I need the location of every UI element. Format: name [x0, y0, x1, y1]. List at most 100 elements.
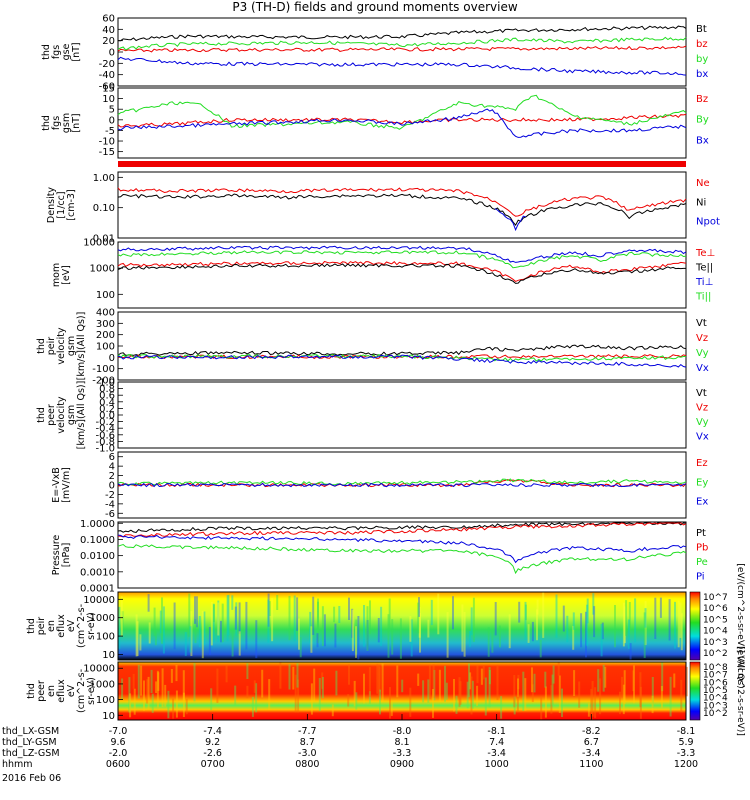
x-tick-label: -3.4 — [582, 748, 601, 759]
spectrogram-streak — [366, 606, 369, 652]
spectrogram-streak — [522, 671, 525, 711]
spectrogram-streak — [470, 607, 473, 636]
x-tick-label: -7.0 — [109, 726, 128, 737]
series-line-Bt — [117, 25, 687, 42]
spectrogram-streak — [432, 689, 434, 718]
y-tick-label: -0.4 — [95, 424, 115, 435]
spectrogram-streak — [353, 680, 356, 707]
spectrogram-streak — [629, 643, 632, 660]
series-line-bx — [117, 56, 687, 76]
spectrogram-streak — [544, 686, 547, 718]
spectrogram-streak — [238, 631, 241, 656]
y-tick-label: 10000 — [83, 664, 115, 675]
y-tick-label: 40 — [102, 25, 115, 36]
y-axis-label: peir — [46, 337, 57, 356]
spectrogram-streak — [422, 680, 425, 703]
spectrogram-streak — [220, 620, 222, 643]
spectrogram-streak — [363, 673, 365, 704]
panel-frame — [117, 381, 687, 449]
spectrogram-streak — [348, 664, 350, 685]
y-tick-label: -0.2 — [95, 417, 115, 428]
y-tick-label: 1.0000 — [80, 519, 115, 530]
spectrogram-streak — [194, 596, 196, 624]
spectrogram-streak — [644, 601, 647, 646]
spectrogram-streak — [173, 602, 176, 650]
y-axis-label: velocity — [56, 396, 67, 434]
spectrogram-streak — [669, 676, 672, 717]
spectrogram-streak — [542, 592, 545, 638]
spectrogram-streak — [488, 670, 491, 685]
y-tick-label: 15 — [102, 84, 115, 95]
spectrogram-streak — [231, 595, 234, 610]
spectrogram-streak — [391, 619, 394, 655]
y-axis-label: [mV/m] — [61, 467, 72, 503]
spectrogram-streak — [136, 621, 139, 656]
spectrogram-streak — [593, 606, 596, 638]
spectrogram-streak — [531, 684, 534, 702]
spectrogram-streak — [309, 611, 312, 644]
spectrogram-streak — [590, 688, 593, 720]
legend-by: by — [696, 54, 708, 65]
x-tick-label: 0700 — [201, 759, 225, 770]
spectrogram-streak — [245, 601, 248, 650]
x-tick-label: -2.6 — [203, 748, 222, 759]
series-line-Npot — [494, 208, 527, 232]
spectrogram-streak — [463, 611, 466, 657]
spectrogram-streak — [316, 633, 319, 648]
legend-Ex: Ex — [696, 497, 708, 508]
legend-Ti||: Ti|| — [695, 292, 711, 303]
x-tick-label: -2.0 — [109, 748, 128, 759]
y-tick-label: 0 — [109, 481, 115, 492]
spectrogram-streak — [625, 600, 628, 636]
legend-Pt: Pt — [696, 528, 706, 539]
spectrogram-streak — [128, 677, 131, 713]
spectrogram-streak — [601, 622, 604, 640]
x-row-label: thd_LX-GSM — [2, 726, 59, 737]
y-tick-label: 0 — [109, 115, 115, 126]
y-axis-label: thd — [41, 115, 52, 131]
spectrogram-streak — [508, 614, 511, 649]
x-tick-label: 6.7 — [584, 737, 599, 748]
spectrogram-streak — [225, 664, 228, 683]
series-line-Vt — [117, 344, 687, 356]
spectrogram-streak — [153, 607, 156, 637]
series-line-Ti⊥ — [117, 245, 687, 263]
spectrogram-streak — [148, 622, 151, 644]
spectrogram-streak — [129, 693, 132, 718]
y-axis-label: peer — [36, 680, 47, 702]
x-tick-label: 0900 — [390, 759, 414, 770]
spectrogram-streak — [355, 626, 357, 658]
spectrogram-streak — [143, 680, 145, 711]
y-axis-label: [km/s](All Qs)] — [76, 312, 87, 381]
spectrogram-streak — [133, 688, 136, 715]
spectrogram-streak — [170, 669, 173, 683]
legend-Ti⊥: Ti⊥ — [695, 277, 713, 288]
spectrogram-streak — [427, 679, 430, 703]
y-tick-label: 10 — [102, 711, 115, 722]
spectrogram-streak — [378, 666, 381, 692]
colorbar-tick-label: 10^6 — [703, 678, 728, 688]
spectrogram-streak — [488, 667, 491, 708]
spectrogram-streak — [418, 607, 421, 638]
y-axis-label: fgs — [51, 116, 62, 130]
colorbar-tick-label: 10^2 — [703, 709, 728, 719]
spectrogram-streak — [639, 672, 642, 708]
page-title: P3 (TH-D) fields and ground moments over… — [232, 0, 518, 14]
legend-Npot: Npot — [696, 217, 720, 228]
spectrogram-streak — [121, 678, 124, 700]
spectrogram-streak — [331, 704, 334, 717]
spectrogram-streak — [491, 631, 494, 653]
series-line-Te⊥ — [117, 260, 687, 282]
spectrogram-streak — [387, 614, 390, 658]
spectrogram-streak — [524, 604, 527, 621]
spectrogram-streak — [333, 606, 336, 623]
y-axis-label: peer — [46, 404, 57, 426]
spectrogram-streak — [175, 690, 178, 718]
y-axis-label: velocity — [56, 327, 67, 365]
y-tick-label: 0.6 — [99, 391, 115, 402]
spectrogram-streak — [139, 634, 142, 651]
x-tick-label: -8.2 — [582, 726, 601, 737]
y-tick-label: 10 — [102, 650, 115, 661]
legend-Pi: Pi — [696, 572, 705, 583]
